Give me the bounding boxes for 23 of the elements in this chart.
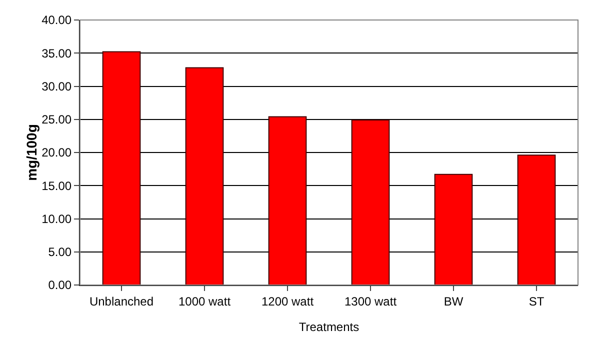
- y-axis-title: mg/100g: [24, 124, 40, 181]
- bar: [268, 116, 307, 285]
- x-tick-label: BW: [444, 294, 464, 308]
- bar: [517, 154, 556, 285]
- x-tick-label: 1300 watt: [344, 294, 398, 308]
- bar: [351, 120, 390, 285]
- y-tick-label: 0.00: [48, 278, 72, 292]
- y-tick-label: 30.00: [42, 79, 72, 94]
- bar: [102, 51, 141, 285]
- y-tick-label: 40.00: [42, 13, 72, 28]
- y-tick-label: 15.00: [42, 178, 72, 193]
- x-tick-label: Unblanched: [89, 294, 154, 308]
- y-tick-label: 20.00: [42, 146, 72, 160]
- bar: [434, 174, 473, 285]
- y-tick-label: 25.00: [42, 112, 72, 127]
- y-tick-label: 5.00: [48, 245, 72, 260]
- x-tick-label: ST: [528, 294, 545, 308]
- x-tick-label: 1000 watt: [178, 294, 232, 308]
- x-tick-label: 1200 watt: [261, 294, 314, 308]
- bar: [185, 67, 224, 285]
- y-tick-label: 35.00: [42, 46, 72, 60]
- y-tick-label: 10.00: [42, 212, 72, 226]
- x-axis-title: Treatments: [298, 320, 360, 334]
